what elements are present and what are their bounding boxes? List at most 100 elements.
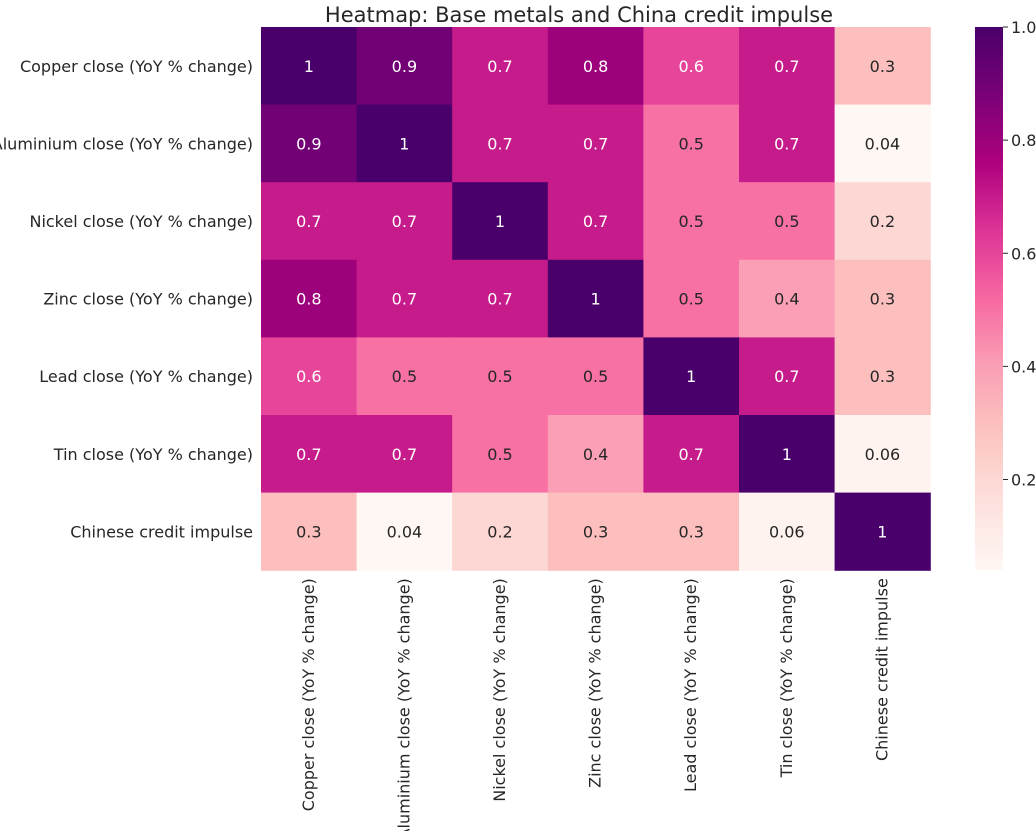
heatmap-cell <box>834 27 931 106</box>
cell-value-label: 0.9 <box>296 134 321 153</box>
cell-value-label: 0.5 <box>774 212 799 231</box>
row-tick-label: Lead close (YoY % change) <box>39 367 253 386</box>
cell-value-label: 1 <box>591 290 601 309</box>
cell-value-label: 0.8 <box>296 290 321 309</box>
row-tick-label: Zinc close (YoY % change) <box>43 290 253 309</box>
column-tick-label: Aluminium close (YoY % change) <box>394 578 413 831</box>
heatmap-cell <box>643 182 740 261</box>
colorbar-tick-label: 0.8 <box>1011 131 1036 150</box>
cell-value-label: 0.3 <box>296 522 321 541</box>
heatmap-cell <box>261 259 358 338</box>
heatmap-cell <box>452 259 549 338</box>
heatmap-cell <box>261 27 358 106</box>
heatmap-cell <box>547 259 644 338</box>
heatmap-cell <box>643 104 740 183</box>
cell-value-label: 0.4 <box>774 290 799 309</box>
heatmap-cell <box>261 104 358 183</box>
cell-value-label: 0.06 <box>865 445 901 464</box>
column-tick-label: Nickel close (YoY % change) <box>490 578 509 802</box>
column-tick-label: Tin close (YoY % change) <box>777 578 796 778</box>
column-labels: Copper close (YoY % change) Aluminium clo… <box>299 578 892 831</box>
cell-value-label: 0.7 <box>774 367 799 386</box>
column-tick-label: Chinese credit impulse <box>872 578 891 761</box>
cell-value-label: 0.5 <box>487 367 512 386</box>
heatmap-cell <box>356 182 453 261</box>
cell-value-label: 0.7 <box>392 290 417 309</box>
heatmap-cell <box>547 27 644 106</box>
heatmap-cell <box>547 415 644 494</box>
heatmap-cell <box>547 337 644 416</box>
cell-value-label: 0.5 <box>678 290 703 309</box>
cell-value-label: 1 <box>686 367 696 386</box>
cell-value-label: 0.3 <box>678 522 703 541</box>
cell-value-label: 0.7 <box>296 445 321 464</box>
cell-value-label: 0.7 <box>487 134 512 153</box>
heatmap-cell <box>452 492 549 571</box>
heatmap-cells: 1 0.9 0.7 0.8 0.6 0.7 0.3 0.9 1 0.7 0.7 0.5 0.7 0.04 0… <box>261 27 931 571</box>
cell-value-label: 0.3 <box>583 522 608 541</box>
heatmap-cell <box>452 415 549 494</box>
column-tick-label: Zinc close (YoY % change) <box>586 578 605 788</box>
cell-value-label: 0.7 <box>678 445 703 464</box>
row-tick-label: Aluminium close (YoY % change) <box>0 134 253 153</box>
row-tick-label: Tin close (YoY % change) <box>53 445 253 464</box>
column-tick-label: Copper close (YoY % change) <box>299 578 318 811</box>
heatmap-cell <box>261 492 358 571</box>
heatmap-cell <box>834 104 931 183</box>
cell-value-label: 1 <box>304 57 314 76</box>
cell-value-label: 0.5 <box>678 212 703 231</box>
heatmap-cell <box>547 104 644 183</box>
cell-value-label: 0.7 <box>487 290 512 309</box>
cell-value-label: 0.3 <box>870 290 895 309</box>
heatmap-cell <box>452 182 549 261</box>
heatmap-cell <box>643 337 740 416</box>
cell-value-label: 1 <box>877 522 887 541</box>
cell-value-label: 0.7 <box>392 445 417 464</box>
cell-value-label: 0.7 <box>487 57 512 76</box>
heatmap-cell <box>356 27 453 106</box>
heatmap-cell <box>356 492 453 571</box>
cell-value-label: 0.7 <box>583 134 608 153</box>
heatmap-cell <box>643 27 740 106</box>
colorbar-tick-label: 0.6 <box>1011 244 1036 263</box>
heatmap-cell <box>547 182 644 261</box>
heatmap-cell <box>261 182 358 261</box>
colorbar-tick-label: 0.4 <box>1011 357 1036 376</box>
cell-value-label: 0.5 <box>487 445 512 464</box>
heatmap-cell <box>643 259 740 338</box>
cell-value-label: 1 <box>782 445 792 464</box>
heatmap-cell <box>739 415 836 494</box>
row-tick-label: Nickel close (YoY % change) <box>29 212 253 231</box>
cell-value-label: 0.6 <box>296 367 321 386</box>
cell-value-label: 1 <box>495 212 505 231</box>
cell-value-label: 0.9 <box>392 57 417 76</box>
chart-title: Heatmap: Base metals and China credit im… <box>325 3 833 27</box>
cell-value-label: 1 <box>399 134 409 153</box>
cell-value-label: 0.8 <box>583 57 608 76</box>
colorbar-ticks: 0.2 0.4 0.6 0.8 1.0 <box>1003 18 1036 490</box>
heatmap-cell <box>834 337 931 416</box>
heatmap-cell <box>739 337 836 416</box>
row-labels: Copper close (YoY % change) Aluminium clo… <box>0 57 253 542</box>
heatmap-cell <box>834 259 931 338</box>
cell-value-label: 0.2 <box>870 212 895 231</box>
heatmap-cell <box>834 415 931 494</box>
heatmap-cell <box>739 182 836 261</box>
colorbar-tick-label: 0.2 <box>1011 471 1036 490</box>
cell-value-label: 0.5 <box>583 367 608 386</box>
heatmap-cell <box>452 337 549 416</box>
heatmap-cell <box>452 27 549 106</box>
heatmap-cell <box>547 492 644 571</box>
row-tick-label: Chinese credit impulse <box>70 522 253 541</box>
cell-value-label: 0.5 <box>678 134 703 153</box>
heatmap-cell <box>739 492 836 571</box>
heatmap-cell <box>643 492 740 571</box>
cell-value-label: 0.7 <box>774 57 799 76</box>
cell-value-label: 0.6 <box>678 57 703 76</box>
heatmap-cell <box>261 415 358 494</box>
row-tick-label: Copper close (YoY % change) <box>20 57 253 76</box>
cell-value-label: 0.7 <box>774 134 799 153</box>
colorbar <box>975 27 1003 570</box>
heatmap-cell <box>834 182 931 261</box>
